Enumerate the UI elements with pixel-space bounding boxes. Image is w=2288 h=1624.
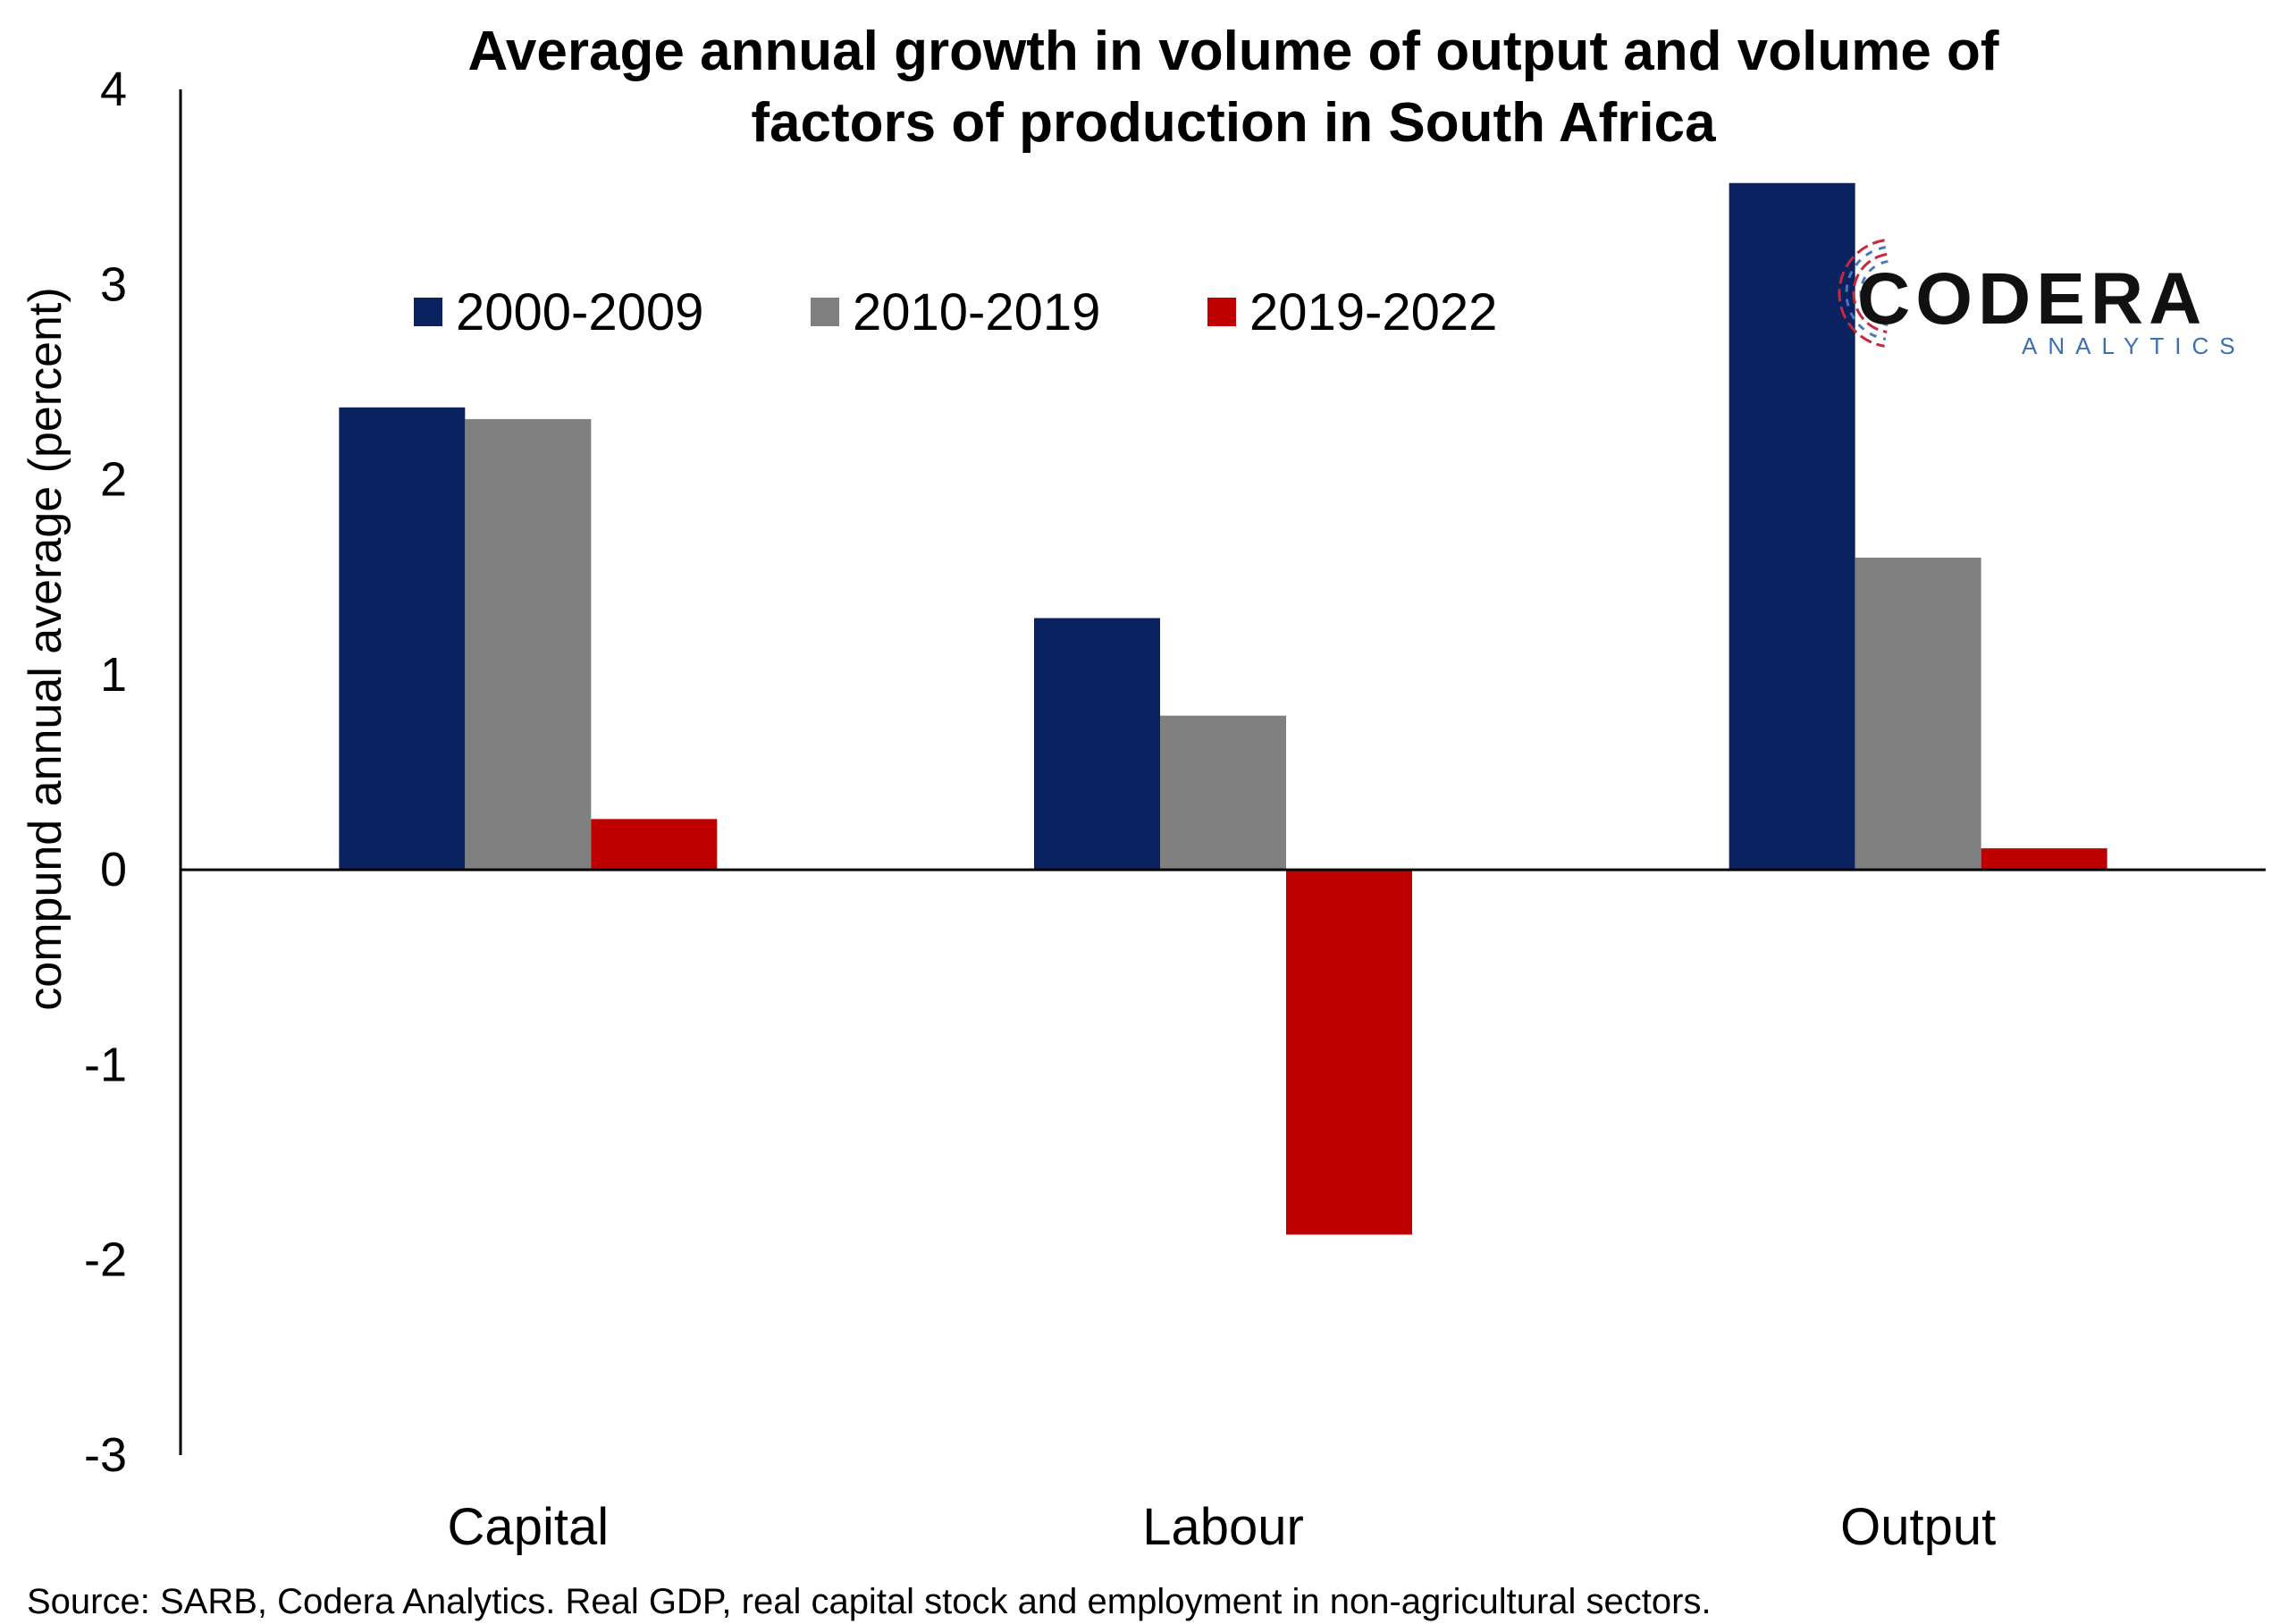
bar-capital-series-2 [465, 418, 592, 871]
bar-labour-series-3 [1286, 870, 1412, 1235]
y-tick-label: -2 [84, 1233, 127, 1287]
y-tick-label: 0 [100, 843, 127, 896]
category-label-capital: Capital [448, 1498, 610, 1556]
legend-label-1: 2000-2009 [456, 283, 703, 341]
logo-name: CODERA [1857, 258, 2207, 340]
logo-arc [1838, 239, 1885, 348]
bar-capital-series-3 [591, 819, 718, 871]
chart-title-line-1: Average annual growth in volume of outpu… [467, 21, 1998, 82]
source-note: Source: SARB, Codera Analytics. Real GDP… [27, 1582, 1712, 1621]
category-label-output: Output [1840, 1498, 1996, 1556]
bars [339, 182, 2107, 1235]
y-tick-label: -1 [84, 1038, 127, 1091]
y-tick-label: 2 [100, 453, 127, 507]
category-labels: Capital Labour Output [448, 1498, 1997, 1556]
bar-capital-series-1 [339, 407, 466, 871]
bar-output-series-1 [1729, 182, 1855, 871]
logo-arc [1845, 246, 1887, 341]
legend-label-3: 2019-2022 [1249, 283, 1497, 341]
codera-logo: CODERA ANALYTICS [1838, 239, 2246, 359]
legend-label-2: 2010-2019 [853, 283, 1100, 341]
legend-swatch-1 [414, 298, 442, 326]
legend: 2000-2009 2010-2019 2019-2022 [414, 283, 1497, 341]
y-tick-labels: 4 3 2 1 0 -1 -2 -3 [84, 63, 127, 1482]
bar-output-series-2 [1855, 557, 1981, 871]
y-tick-label: 4 [100, 63, 127, 116]
bar-output-series-3 [1981, 848, 2107, 871]
legend-swatch-2 [811, 298, 839, 326]
logo-subtitle: ANALYTICS [2022, 332, 2246, 359]
category-label-labour: Labour [1142, 1498, 1304, 1556]
legend-swatch-3 [1207, 298, 1236, 326]
y-tick-label: 1 [100, 648, 127, 702]
bar-labour-series-2 [1160, 715, 1286, 871]
codera-logo-mark [1838, 239, 1888, 348]
bar-labour-series-1 [1034, 618, 1160, 871]
logo-arc [1852, 253, 1888, 333]
logo-arc [1859, 259, 1888, 327]
y-tick-label: 3 [100, 257, 127, 311]
y-axis-label: compund annual average (percent) [20, 287, 72, 1010]
chart-title-line-2: factors of production in South Africa [751, 92, 1716, 154]
y-tick-label: -3 [84, 1428, 127, 1482]
axes [179, 89, 2266, 1455]
